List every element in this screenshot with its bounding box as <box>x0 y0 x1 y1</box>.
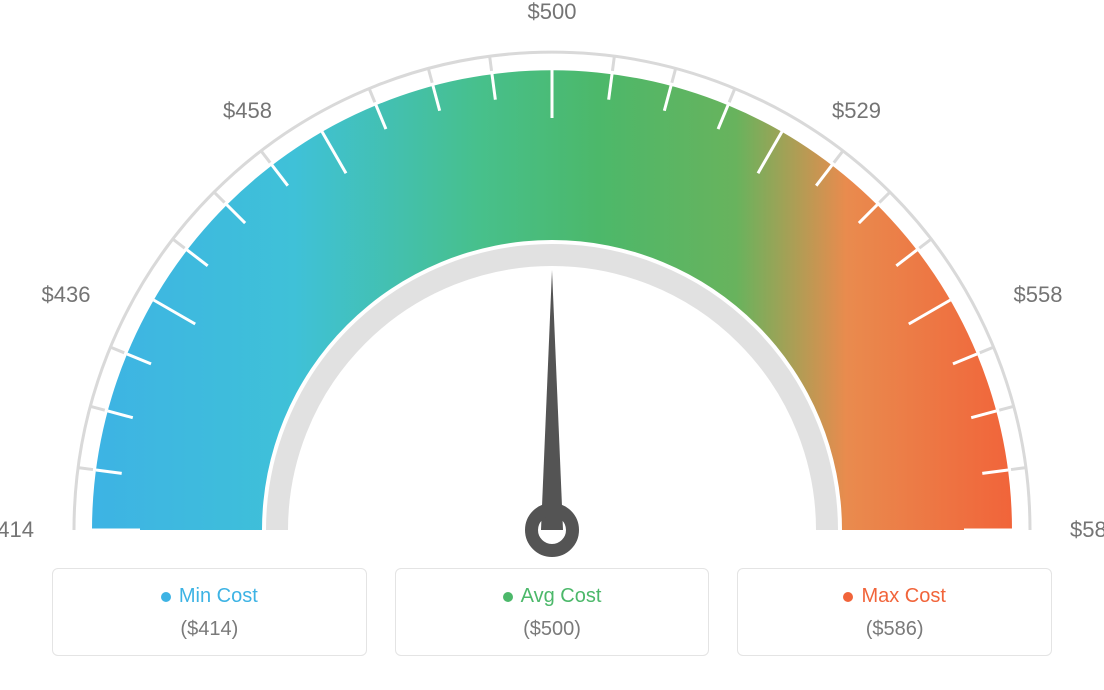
legend-value-avg: ($500) <box>406 618 699 641</box>
legend-row: Min Cost ($414) Avg Cost ($500) Max Cost… <box>0 568 1104 656</box>
svg-text:$586: $586 <box>1070 517 1104 542</box>
svg-text:$414: $414 <box>0 517 34 542</box>
legend-label-max: Max Cost <box>861 585 945 608</box>
legend-card-min: Min Cost ($414) <box>52 568 367 656</box>
legend-value-min: ($414) <box>63 618 356 641</box>
svg-text:$558: $558 <box>1014 282 1063 307</box>
gauge-svg: $414 $436 $458 $500 $529 $558 $586 <box>0 0 1104 560</box>
gauge-chart: $414 $436 $458 $500 $529 $558 $586 <box>0 0 1104 560</box>
legend-label-row: Min Cost <box>63 585 356 608</box>
legend-dot-max <box>843 592 853 602</box>
svg-text:$529: $529 <box>832 98 881 123</box>
legend-value-max: ($586) <box>748 618 1041 641</box>
legend-card-max: Max Cost ($586) <box>737 568 1052 656</box>
legend-dot-min <box>161 592 171 602</box>
svg-text:$500: $500 <box>528 0 577 24</box>
svg-text:$436: $436 <box>42 282 91 307</box>
legend-card-avg: Avg Cost ($500) <box>395 568 710 656</box>
legend-label-avg: Avg Cost <box>521 585 602 608</box>
legend-label-min: Min Cost <box>179 585 258 608</box>
legend-label-row: Max Cost <box>748 585 1041 608</box>
svg-text:$458: $458 <box>223 98 272 123</box>
legend-label-row: Avg Cost <box>406 585 699 608</box>
legend-dot-avg <box>503 592 513 602</box>
